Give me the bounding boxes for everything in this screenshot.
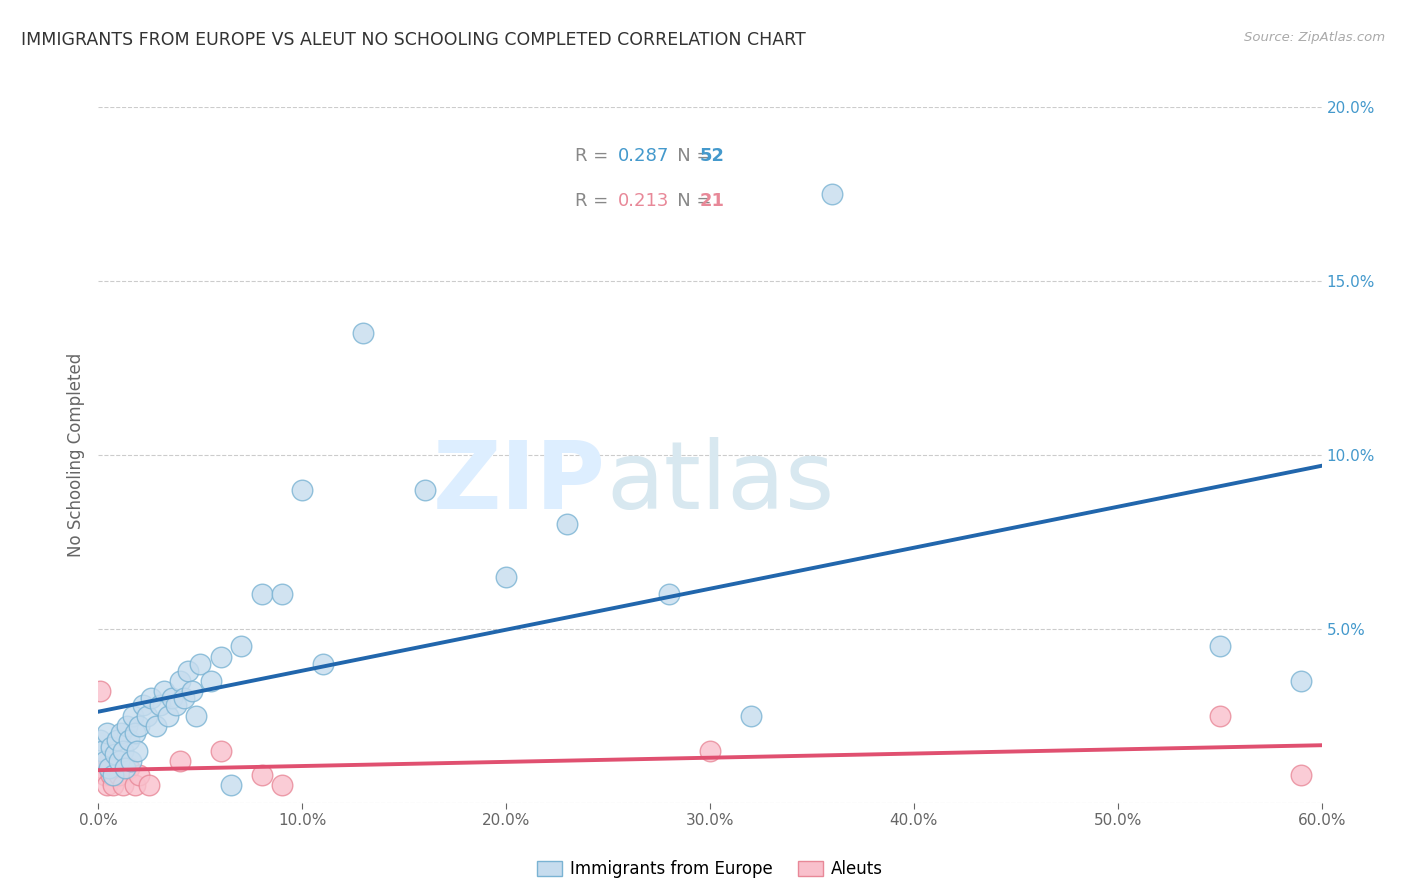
Point — [96, 778, 118, 792]
Point — [89, 684, 111, 698]
Point — [97, 754, 120, 768]
Point — [110, 726, 132, 740]
Point — [169, 674, 191, 689]
Point — [108, 768, 131, 782]
Point — [128, 719, 150, 733]
Point — [250, 587, 273, 601]
Point — [270, 587, 294, 601]
Text: 52: 52 — [699, 147, 724, 165]
Point — [177, 664, 200, 678]
Point — [169, 754, 191, 768]
Point — [124, 778, 146, 792]
Point — [1291, 768, 1313, 782]
Point — [188, 657, 212, 671]
Point — [91, 744, 114, 758]
Text: 0.287: 0.287 — [617, 147, 669, 165]
Point — [149, 698, 172, 713]
Point — [127, 744, 149, 758]
Point — [209, 649, 232, 664]
Point — [312, 657, 335, 671]
Point — [173, 691, 195, 706]
Point — [231, 639, 253, 653]
Point — [156, 708, 179, 723]
Point — [114, 761, 136, 775]
Point — [160, 691, 183, 706]
Point — [250, 768, 273, 782]
Point — [104, 761, 127, 775]
Point — [118, 761, 141, 775]
Point — [118, 733, 141, 747]
Text: 21: 21 — [699, 192, 724, 210]
Point — [101, 768, 124, 782]
Point — [181, 684, 204, 698]
Point — [93, 754, 115, 768]
Point — [93, 768, 115, 782]
Point — [821, 187, 844, 202]
Point — [219, 778, 242, 792]
Text: N =: N = — [659, 192, 717, 210]
Point — [100, 740, 122, 755]
Text: R =: R = — [575, 147, 620, 165]
Point — [111, 778, 134, 792]
Point — [352, 326, 374, 340]
Point — [495, 570, 517, 584]
Text: IMMIGRANTS FROM EUROPE VS ALEUT NO SCHOOLING COMPLETED CORRELATION CHART: IMMIGRANTS FROM EUROPE VS ALEUT NO SCHOO… — [21, 31, 806, 49]
Point — [740, 708, 762, 723]
Point — [1291, 674, 1313, 689]
Point — [132, 698, 155, 713]
Point — [413, 483, 436, 497]
Point — [124, 726, 146, 740]
Point — [141, 691, 163, 706]
Point — [89, 733, 111, 747]
Point — [136, 708, 159, 723]
Point — [1209, 639, 1232, 653]
Point — [658, 587, 681, 601]
Point — [108, 754, 131, 768]
Y-axis label: No Schooling Completed: No Schooling Completed — [67, 353, 86, 557]
Point — [120, 754, 142, 768]
Point — [145, 719, 167, 733]
Point — [270, 778, 294, 792]
Point — [97, 761, 120, 775]
Text: 0.213: 0.213 — [617, 192, 669, 210]
Point — [152, 684, 174, 698]
Point — [165, 698, 187, 713]
Point — [138, 778, 160, 792]
Point — [115, 719, 138, 733]
Point — [186, 708, 208, 723]
Text: Source: ZipAtlas.com: Source: ZipAtlas.com — [1244, 31, 1385, 45]
Point — [1209, 708, 1232, 723]
Text: atlas: atlas — [606, 437, 834, 529]
Point — [200, 674, 222, 689]
Point — [111, 744, 134, 758]
Text: N =: N = — [659, 147, 717, 165]
Point — [291, 483, 314, 497]
Point — [101, 778, 124, 792]
Legend: Immigrants from Europe, Aleuts: Immigrants from Europe, Aleuts — [530, 854, 890, 885]
Point — [104, 747, 127, 761]
Text: ZIP: ZIP — [433, 437, 606, 529]
Point — [699, 744, 721, 758]
Point — [209, 744, 232, 758]
Point — [128, 768, 150, 782]
Point — [91, 761, 114, 775]
Point — [557, 517, 579, 532]
Point — [105, 733, 128, 747]
Point — [96, 726, 118, 740]
Point — [100, 768, 122, 782]
Text: R =: R = — [575, 192, 620, 210]
Point — [122, 708, 145, 723]
